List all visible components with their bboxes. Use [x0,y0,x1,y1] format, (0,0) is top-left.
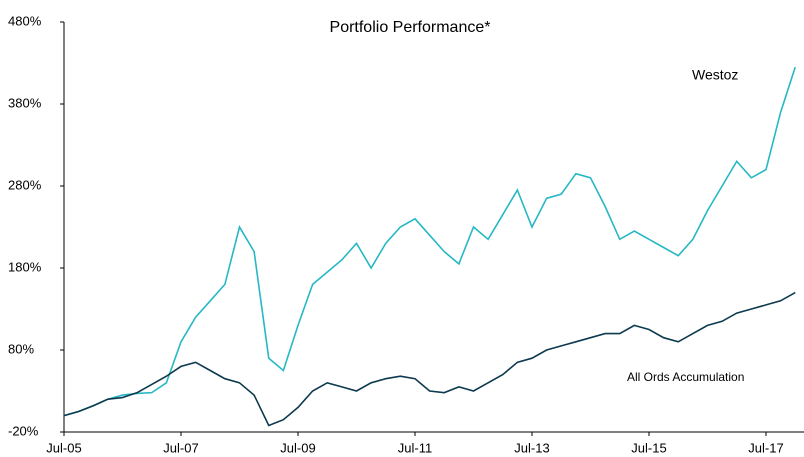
y-tick-label: 380% [8,95,42,110]
line-series [63,66,797,417]
y-tick-label: 180% [8,259,42,274]
y-tick-label: 80% [8,341,34,356]
series-label: Westoz [692,67,738,83]
x-tick-label: Jul-07 [163,440,198,455]
y-tick-label: 480% [8,13,42,28]
y-tick-label: 280% [8,177,42,192]
chart-title: Portfolio Performance* [330,19,491,36]
x-tick-label: Jul-13 [514,440,549,455]
x-tick-label: Jul-15 [631,440,666,455]
y-tick-label: -20% [8,423,39,438]
x-tick-label: Jul-05 [46,440,81,455]
series-label: All Ords Accumulation [627,370,744,384]
x-tick-label: Jul-17 [748,440,783,455]
x-tick-label: Jul-11 [398,440,432,455]
line-series [63,291,796,427]
x-tick-label: Jul-09 [280,440,315,455]
